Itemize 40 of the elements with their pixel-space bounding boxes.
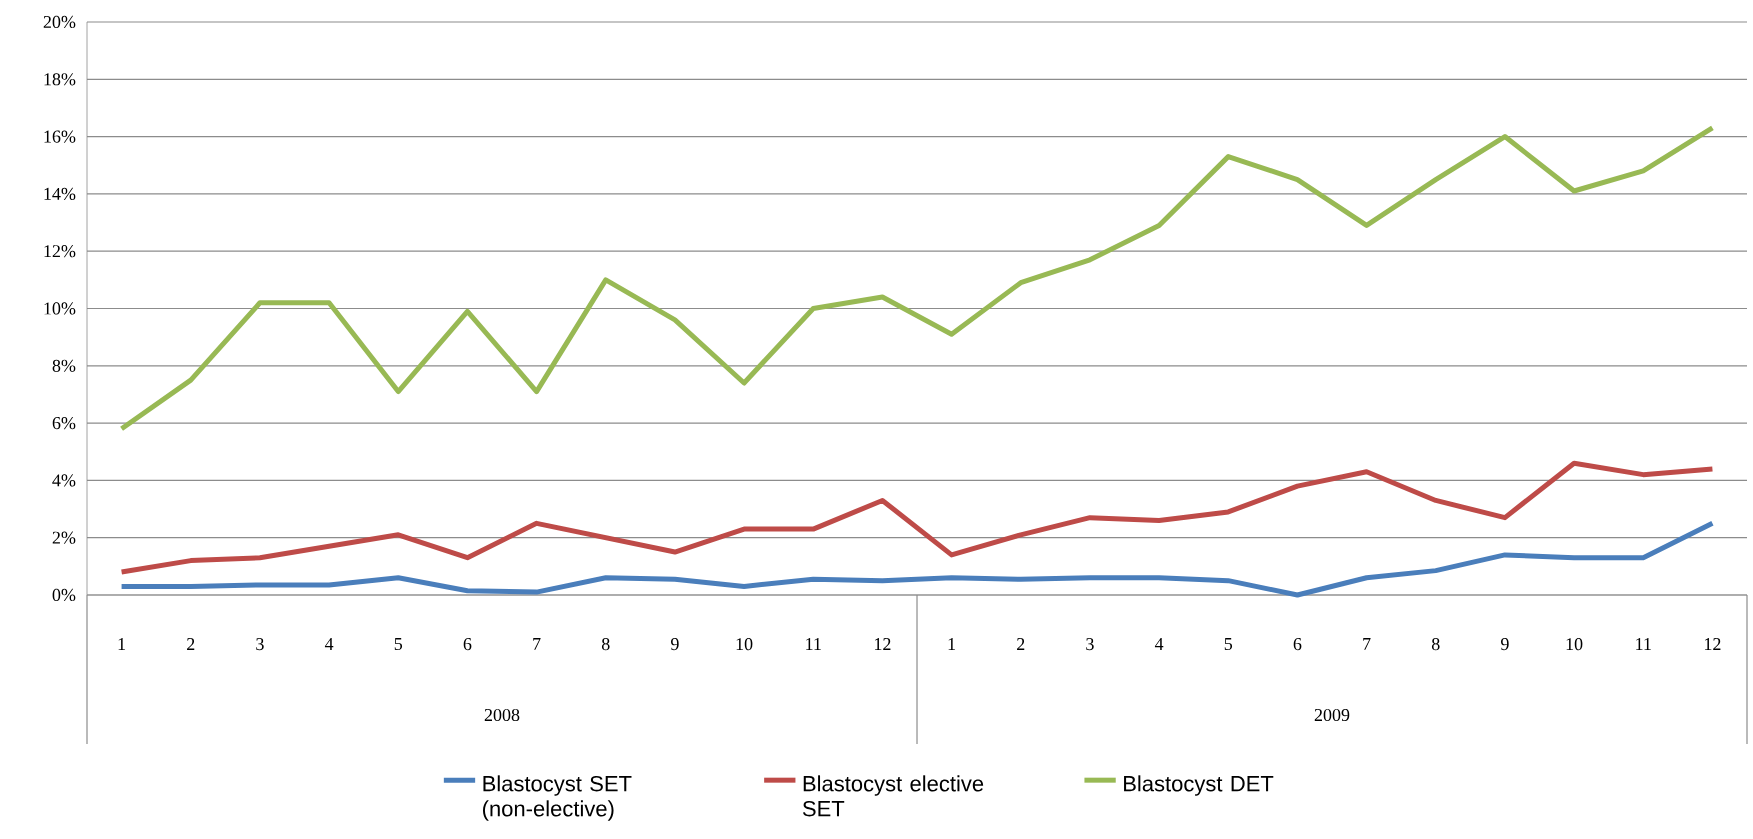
x-tick-label: 9 — [1500, 638, 1509, 651]
legend-label: Blastocyst elective SET — [802, 775, 984, 817]
x-tick-label: 2 — [1017, 638, 1025, 650]
y-tick-label: 20% — [43, 15, 76, 29]
legend-label: Blastocyst DET — [1124, 775, 1274, 796]
x-tick-label: 12 — [874, 638, 891, 650]
y-tick-label: 12% — [44, 245, 76, 258]
x-tick-label: 3 — [1086, 638, 1094, 651]
x-tick-label: 1 — [948, 638, 956, 650]
x-tick-label: 12 — [1704, 638, 1721, 650]
x-tick-label: 4 — [1154, 638, 1164, 650]
x-tick-label: 10 — [736, 638, 753, 651]
y-tick-label: 6% — [52, 416, 76, 430]
x-tick-label: 11 — [806, 638, 821, 650]
x-tick-label: 4 — [324, 638, 334, 650]
y-tick-label: 16% — [44, 130, 76, 143]
y-tick-label: 18% — [44, 73, 76, 86]
x-tick-label: 7 — [1363, 638, 1371, 650]
y-tick-label: 10% — [44, 302, 76, 315]
x-tick-label: 11 — [1636, 638, 1651, 650]
x-tick-label: 8 — [1431, 638, 1440, 651]
x-tick-label: 6 — [1293, 638, 1302, 651]
text: 2009 — [1314, 708, 1350, 722]
x-tick-label: 2 — [187, 638, 195, 650]
x-tick-label: 6 — [463, 638, 472, 651]
x-tick-label: 5 — [394, 638, 403, 651]
x-tick-label: 9 — [670, 638, 679, 651]
text: 2008 — [484, 708, 520, 722]
y-tick-label: 14% — [44, 187, 76, 201]
x-tick-label: 8 — [601, 638, 610, 651]
y-tick-label: 2% — [52, 531, 76, 544]
x-tick-label: 5 — [1224, 638, 1233, 651]
y-tick-label: 8% — [52, 359, 76, 372]
x-tick-label: 10 — [1566, 638, 1583, 651]
y-tick-label: 4% — [52, 474, 76, 487]
x-tick-label: 7 — [533, 638, 541, 650]
y-tick-label: 0% — [52, 588, 76, 602]
x-tick-label: 1 — [118, 638, 126, 650]
x-tick-label: 3 — [256, 638, 264, 651]
legend-label: Blastocyst SET (non-elective) — [483, 775, 632, 821]
